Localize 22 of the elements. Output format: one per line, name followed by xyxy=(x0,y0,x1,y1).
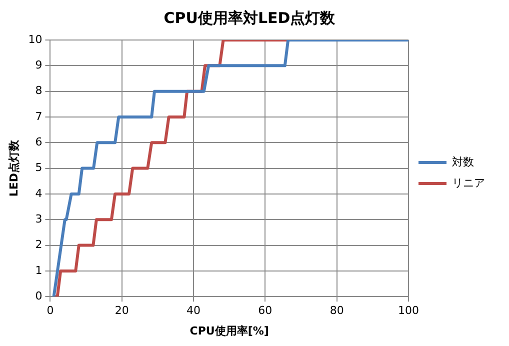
x-axis-title: CPU使用率[%] xyxy=(190,324,269,338)
legend-label: 対数 xyxy=(452,155,474,168)
y-tick-label: 9 xyxy=(35,58,42,72)
y-tick-label: 6 xyxy=(35,136,42,148)
y-tick-label: 0 xyxy=(35,289,42,302)
x-tick-label: 60 xyxy=(258,304,272,318)
y-tick-label: 7 xyxy=(35,110,42,123)
y-tick-label: 5 xyxy=(35,161,42,174)
y-tick-label: 4 xyxy=(35,186,42,200)
legend-label: リニア xyxy=(452,176,485,190)
y-axis-title: LED点灯数 xyxy=(7,138,20,197)
x-tick-label: 20 xyxy=(114,304,129,318)
y-tick-label: 1 xyxy=(35,264,42,277)
x-tick-label: 100 xyxy=(398,304,419,318)
y-tick-label: 8 xyxy=(35,84,42,98)
y-tick-label: 3 xyxy=(35,212,42,226)
x-tick-label: 80 xyxy=(330,304,344,318)
y-tick-label: 10 xyxy=(28,32,42,46)
chart-title: CPU使用率対LED点灯数 xyxy=(164,8,336,27)
y-tick-label: 2 xyxy=(35,238,42,252)
x-tick-label: 0 xyxy=(46,304,54,318)
x-tick-label: 40 xyxy=(186,304,201,318)
